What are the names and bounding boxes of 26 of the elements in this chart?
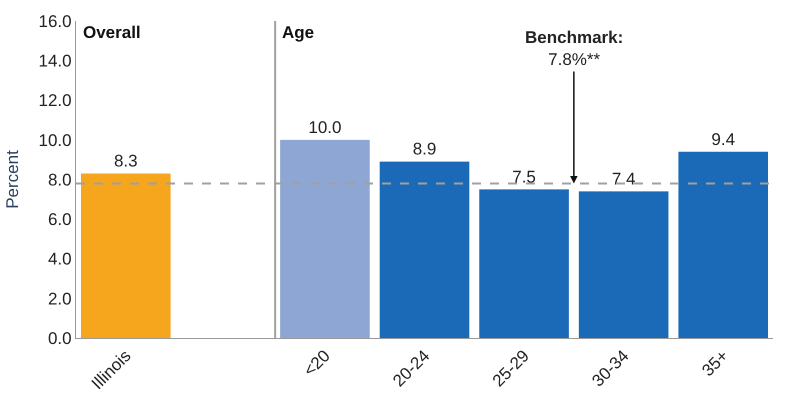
bar (280, 140, 370, 338)
ref-line-label: Benchmark: 7.8%** (525, 28, 624, 70)
bar (479, 189, 569, 338)
y-tick-label: 0.0 (48, 328, 72, 348)
data-label: 8.9 (412, 140, 436, 159)
y-tick-label: 16.0 (38, 12, 72, 31)
y-tick-label: 6.0 (48, 210, 72, 230)
data-label: 8.3 (114, 152, 138, 171)
y-tick-label: 8.0 (48, 170, 72, 190)
x-tick-label: <20 (300, 346, 334, 380)
y-tick-label: 12.0 (38, 91, 72, 110)
bar (380, 162, 470, 338)
data-label: 7.5 (512, 167, 536, 186)
y-tick-label: 10.0 (38, 130, 72, 150)
annotation: Overall (83, 23, 141, 42)
bar (578, 191, 668, 338)
annotation: Age (282, 23, 314, 42)
x-tick-label: 35+ (698, 346, 732, 380)
y-axis-title: Percent (3, 150, 22, 209)
data-label: 10.0 (308, 118, 342, 137)
y-tick-label: 4.0 (48, 250, 72, 269)
bar (80, 174, 171, 338)
y-tick-label: 14.0 (38, 52, 72, 71)
data-label: 9.4 (711, 130, 736, 149)
bar (678, 152, 768, 338)
y-tick-label: 2.0 (48, 289, 72, 308)
